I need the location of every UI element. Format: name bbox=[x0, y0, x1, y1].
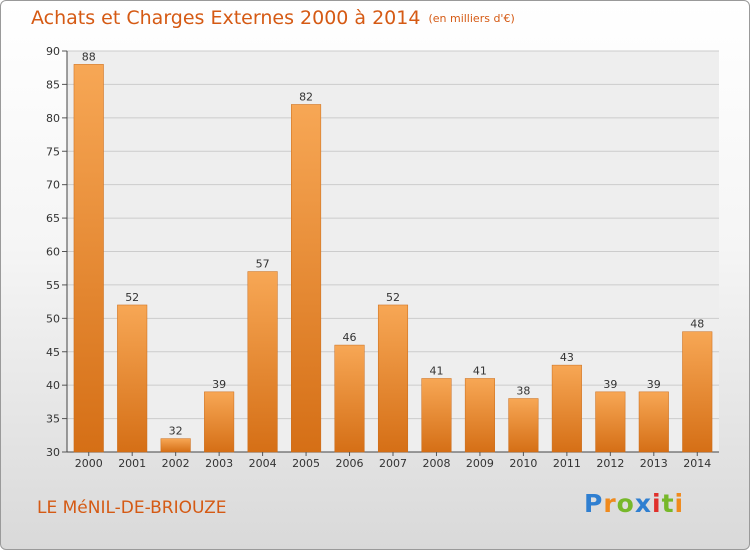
x-tick-label: 2000 bbox=[75, 457, 103, 470]
bar bbox=[334, 344, 365, 453]
x-tick-label: 2001 bbox=[118, 457, 146, 470]
y-tick-label: 80 bbox=[46, 112, 60, 125]
y-tick-label: 50 bbox=[46, 312, 60, 325]
x-tick-label: 2012 bbox=[596, 457, 624, 470]
x-tick-label: 2010 bbox=[509, 457, 537, 470]
x-tick-label: 2008 bbox=[422, 457, 450, 470]
x-tick-label: 2013 bbox=[640, 457, 668, 470]
chart-title-text: Achats et Charges Externes 2000 à 2014 bbox=[31, 7, 421, 29]
x-tick-label: 2007 bbox=[379, 457, 407, 470]
bar bbox=[117, 304, 148, 453]
bar bbox=[421, 378, 452, 453]
bar-value-label: 43 bbox=[560, 351, 574, 364]
bar bbox=[638, 391, 669, 453]
bar bbox=[73, 64, 104, 453]
bar bbox=[551, 364, 582, 453]
bar-value-label: 41 bbox=[473, 364, 487, 377]
bar-value-label: 52 bbox=[125, 291, 139, 304]
bar-value-label: 41 bbox=[429, 364, 443, 377]
chart-title: Achats et Charges Externes 2000 à 2014 (e… bbox=[31, 7, 515, 29]
bar-value-label: 32 bbox=[169, 425, 183, 438]
commune-name: LE MéNIL-DE-BRIOUZE bbox=[37, 498, 227, 518]
y-tick-label: 65 bbox=[46, 212, 60, 225]
bar-value-label: 82 bbox=[299, 90, 313, 103]
y-tick-label: 30 bbox=[46, 446, 60, 459]
y-tick-label: 75 bbox=[46, 145, 60, 158]
y-tick-label: 60 bbox=[46, 246, 60, 259]
bar-value-label: 39 bbox=[647, 378, 661, 391]
x-tick-label: 2004 bbox=[249, 457, 277, 470]
x-tick-label: 2002 bbox=[162, 457, 190, 470]
bar bbox=[204, 391, 235, 453]
bar bbox=[464, 378, 495, 453]
bar-value-label: 39 bbox=[603, 378, 617, 391]
y-tick-label: 90 bbox=[46, 45, 60, 58]
logo-letter: x bbox=[634, 489, 652, 518]
logo-letter: i bbox=[652, 489, 662, 518]
x-tick-label: 2006 bbox=[336, 457, 364, 470]
chart-subtitle: (en milliers d'€) bbox=[428, 12, 515, 25]
bar bbox=[595, 391, 626, 453]
y-tick-label: 70 bbox=[46, 179, 60, 192]
y-tick-label: 40 bbox=[46, 379, 60, 392]
logo-letter: i bbox=[674, 489, 685, 518]
x-tick-label: 2011 bbox=[553, 457, 581, 470]
bar bbox=[508, 398, 539, 453]
logo-letter: r bbox=[603, 489, 617, 518]
y-tick-label: 35 bbox=[46, 413, 60, 426]
bar-value-label: 88 bbox=[82, 50, 96, 63]
logo-letter: P bbox=[584, 489, 604, 518]
bar bbox=[247, 271, 278, 453]
bar bbox=[291, 104, 322, 453]
y-tick-label: 85 bbox=[46, 78, 60, 91]
bar-value-label: 57 bbox=[256, 258, 270, 271]
bar-value-label: 39 bbox=[212, 378, 226, 391]
x-tick-label: 2005 bbox=[292, 457, 320, 470]
x-tick-label: 2014 bbox=[683, 457, 711, 470]
bar-value-label: 52 bbox=[386, 291, 400, 304]
bar-value-label: 46 bbox=[343, 331, 357, 344]
proxiti-logo[interactable]: Proxiti bbox=[584, 489, 684, 518]
x-tick-label: 2003 bbox=[205, 457, 233, 470]
bar bbox=[682, 331, 713, 453]
x-tick-label: 2009 bbox=[466, 457, 494, 470]
y-tick-label: 45 bbox=[46, 346, 60, 359]
y-tick-label: 55 bbox=[46, 279, 60, 292]
logo-letter: o bbox=[616, 489, 635, 518]
bar-value-label: 38 bbox=[516, 385, 530, 398]
logo-letter: t bbox=[661, 489, 675, 518]
bar bbox=[160, 438, 191, 453]
bar bbox=[377, 304, 409, 453]
bar-value-label: 48 bbox=[690, 318, 704, 331]
